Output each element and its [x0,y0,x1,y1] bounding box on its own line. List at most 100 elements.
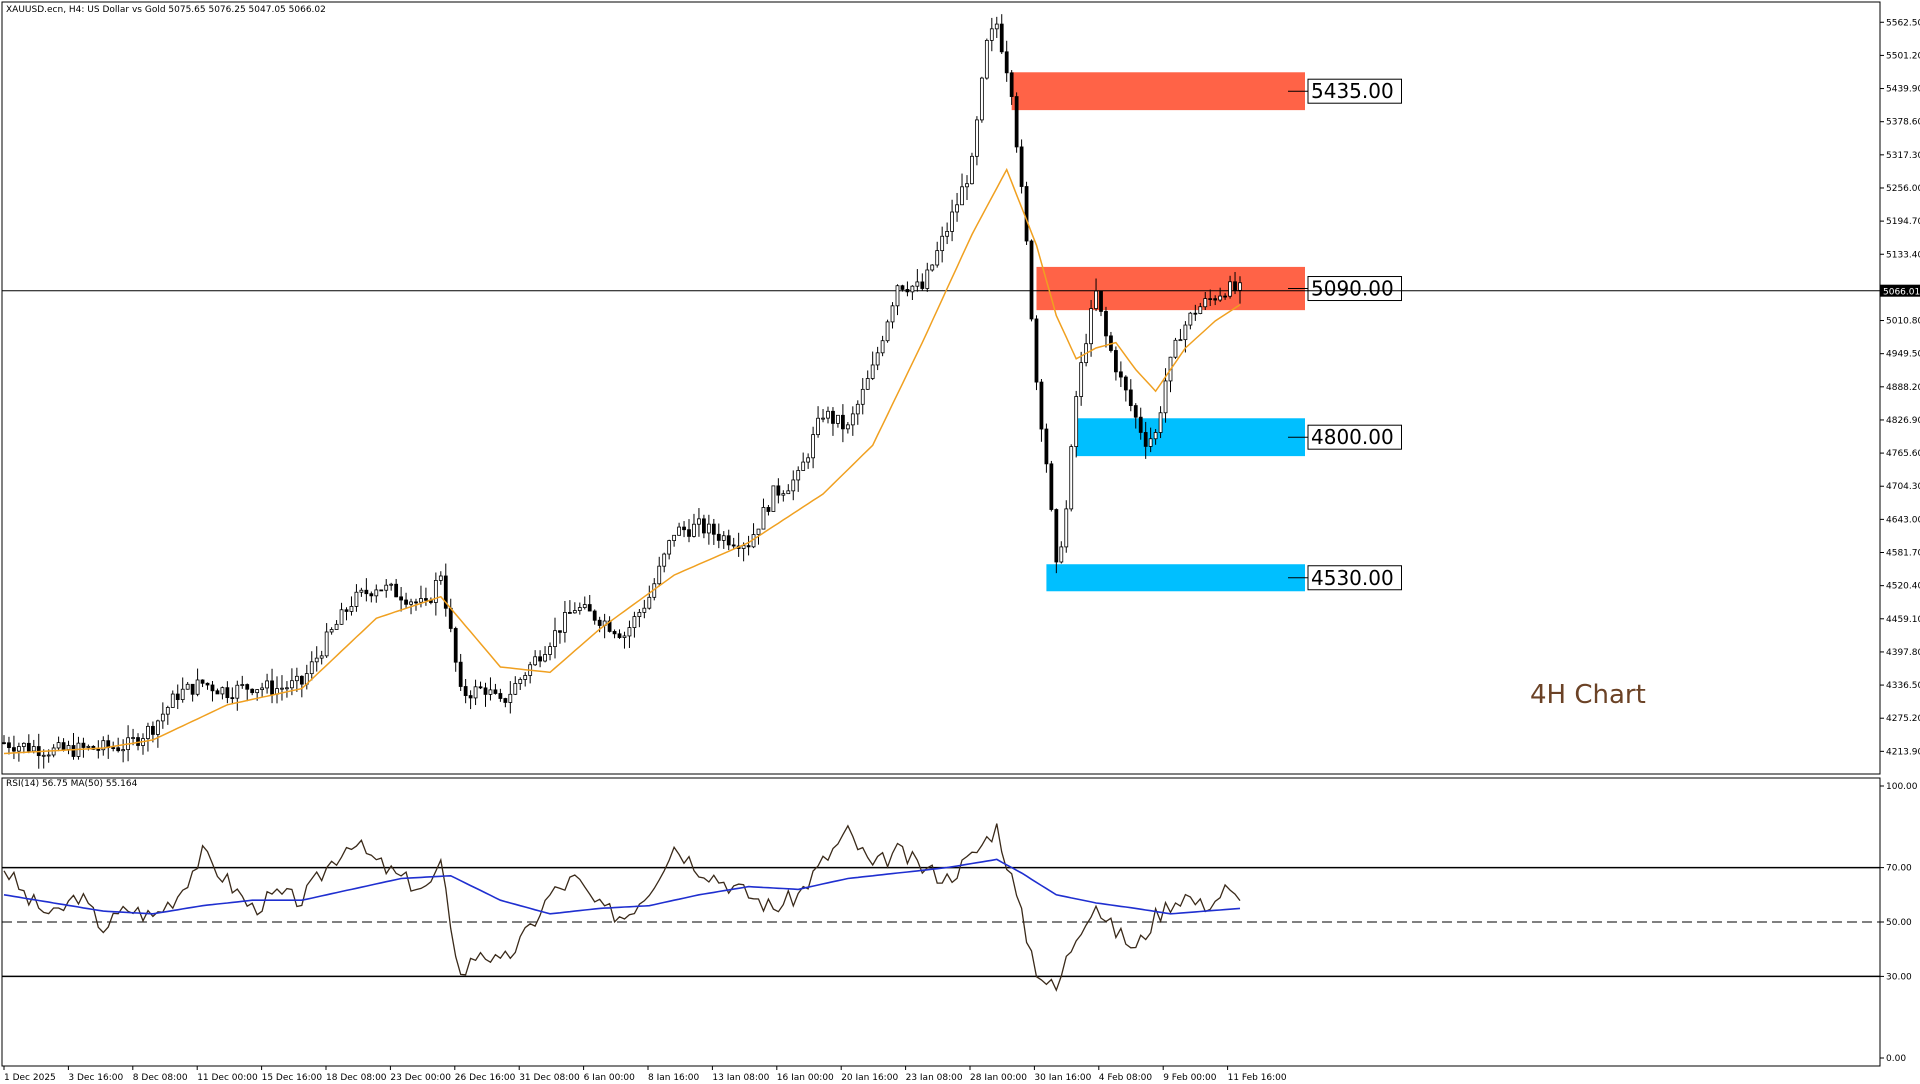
candle-body [394,583,399,598]
candle-body [781,493,786,496]
candle-body [642,607,647,613]
candle-body [612,631,617,635]
candle-body [850,413,855,426]
candle-body [875,352,880,366]
candle-body [677,526,681,536]
candle-body [369,593,374,597]
candle-body [865,378,870,390]
candle-body [662,553,667,567]
candle-body [488,689,493,695]
candle-body [508,693,513,703]
candle-body [66,745,71,750]
candle-body [399,596,403,601]
x-tick-label: 11 Dec 00:00 [197,1073,258,1080]
candle-body [294,675,299,682]
price-y-tick-label: 4213.90 [1886,747,1920,757]
rsi-y-tick-label: 30.00 [1886,972,1912,982]
candle-body [548,646,552,655]
candle-body [424,598,428,601]
x-tick-label: 15 Dec 16:00 [262,1073,323,1080]
candle-body [314,657,319,663]
candle-body [955,204,959,213]
candle-body [786,490,791,495]
candle-body [920,281,925,289]
candle-body [647,596,652,609]
candle-body [1024,186,1029,242]
x-tick-label: 8 Jan 16:00 [648,1073,700,1080]
candle-body [672,534,677,542]
candle-body [409,601,413,605]
candle-body [384,584,389,591]
candle-body [364,589,369,595]
candle-body [558,630,562,633]
candle-body [553,630,557,648]
candle-body [1213,298,1218,301]
candle-body [567,612,572,614]
zone-label-box [1307,276,1402,302]
candle-body [453,628,458,663]
candle-body [1183,324,1188,341]
price-y-tick-label: 4581.70 [1886,549,1920,559]
candle-body [597,619,602,626]
candle-body [935,250,940,266]
price-y-tick-label: 5562.50 [1886,18,1920,28]
candle-body [240,684,245,686]
candle-body [255,689,260,694]
candle-body [1004,51,1009,74]
candle-body [111,747,116,749]
rsi-title: RSI(14) 56.75 MA(50) 55.164 [6,779,138,789]
rsi-line [3,823,1241,992]
candle-body [190,683,195,695]
candle-body [657,565,662,585]
candle-body [711,523,716,535]
candle-body [970,155,974,185]
rsi-ma-line [3,858,1241,915]
candle-body [816,417,820,436]
candle-body [796,470,801,481]
candle-body [448,607,453,629]
candle-body [965,183,969,188]
zone-label-5435-00: 5435.00 [1311,79,1394,103]
x-tick-label: 1 Dec 2025 [4,1073,56,1080]
candle-body [344,609,349,612]
candle-body [1133,405,1138,418]
candle-body [1009,72,1014,97]
candle-body [245,684,250,690]
candle-body [1104,311,1108,337]
price-y-tick-label: 5378.60 [1886,118,1920,128]
candle-body [543,654,547,662]
candle-body [801,461,806,471]
price-y-tick-label: 5501.20 [1886,51,1920,61]
price-y-tick-label: 4704.30 [1886,482,1920,492]
candle-body [1039,381,1044,430]
price-y-tick-label: 5317.30 [1886,151,1920,161]
candle-body [726,535,731,546]
candle-body [756,528,761,535]
candle-body [627,627,632,637]
candle-body [160,713,165,722]
candle-body [950,211,954,232]
candle-body [1034,318,1039,383]
candle-body [12,747,16,752]
candle-body [46,754,51,757]
candle-body [1238,282,1242,291]
candle-body [1203,298,1208,308]
rsi-y-tick-label: 100.00 [1886,782,1918,792]
price-y-tick-label: 4275.20 [1886,714,1920,724]
price-y-tick-label: 4949.50 [1886,350,1920,360]
candle-body [503,698,508,703]
x-tick-label: 31 Dec 08:00 [519,1073,580,1080]
candle-body [205,682,210,686]
x-tick-label: 4 Feb 08:00 [1099,1073,1153,1080]
candle-body [632,616,637,628]
candle-body [419,598,423,603]
candle-body [533,656,538,666]
candle-body [1173,339,1178,358]
candle-body [81,742,86,748]
candle-body [577,607,582,611]
candle-body [329,629,334,633]
candle-body [463,686,468,696]
candle-body [215,690,220,695]
candle-body [806,457,811,463]
candle-body [185,683,190,690]
